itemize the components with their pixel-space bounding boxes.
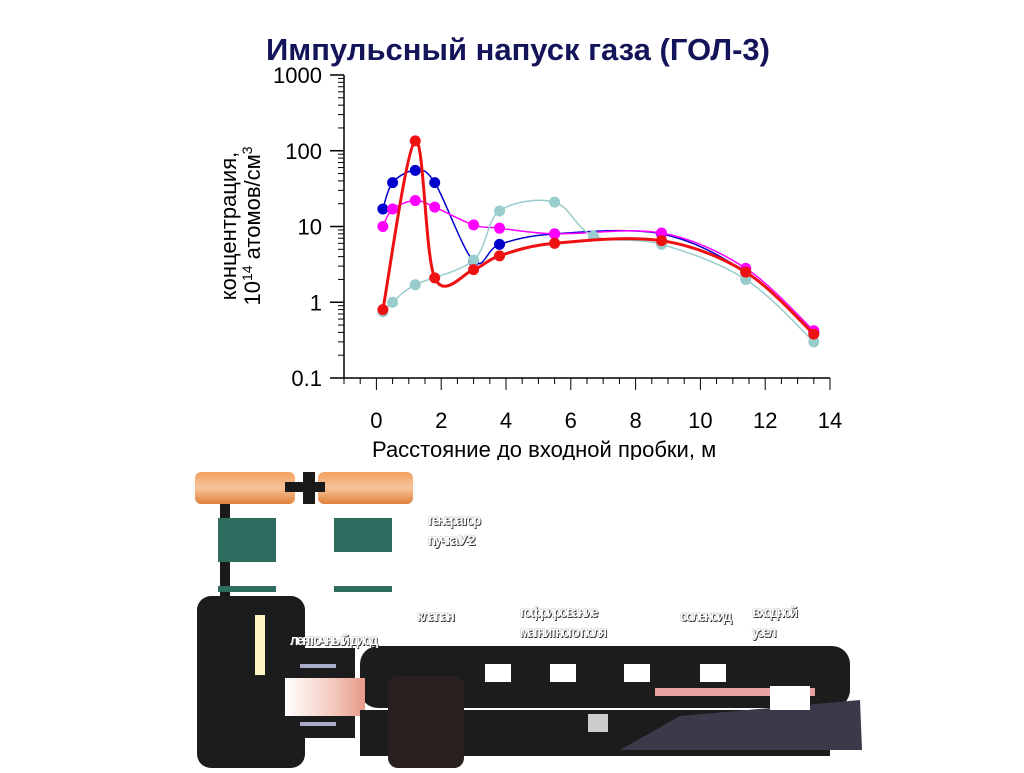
data-point (387, 177, 399, 189)
data-point (387, 296, 399, 308)
data-point (740, 266, 752, 278)
y-axis-label-exponent: 14 (239, 265, 255, 281)
installation-diagram: генератор пучка У-2 ленточный диод клапа… (0, 460, 1024, 768)
data-point (549, 196, 561, 208)
solenoid-label: соленоид (680, 608, 732, 625)
x-tick-label: 14 (818, 408, 842, 433)
svg-text:концентрация,: концентрация, (216, 152, 241, 300)
data-point (377, 203, 389, 215)
series-0 (377, 164, 820, 338)
generator-label-line1: генератор (428, 512, 481, 529)
data-point (377, 304, 389, 316)
data-point (494, 205, 506, 217)
data-point (409, 135, 421, 147)
data-point (656, 227, 668, 239)
y-tick-label: 10 (298, 215, 322, 240)
x-tick-label: 4 (500, 408, 512, 433)
series-line (382, 169, 815, 333)
data-point (468, 219, 480, 231)
data-point (429, 272, 441, 284)
x-tick-label: 6 (565, 408, 577, 433)
chart-series (377, 135, 820, 348)
diode-label: ленточный диод (290, 632, 378, 649)
valve-label: клапан (417, 608, 455, 625)
data-point (808, 328, 820, 340)
data-point (387, 203, 399, 215)
data-point (494, 238, 506, 250)
x-tick-label: 8 (629, 408, 641, 433)
y-tick-label: 100 (285, 139, 322, 164)
data-point (409, 164, 421, 176)
series-1 (377, 195, 820, 337)
data-point (409, 195, 421, 207)
data-point (468, 254, 480, 266)
y-axis-label: концентрация, 1014 атомов/см3 (216, 146, 265, 305)
corrugation-label-line1: гофрирование (520, 604, 598, 621)
data-point (494, 250, 506, 262)
data-point (549, 237, 561, 249)
y-tick-label: 1000 (273, 63, 322, 88)
data-point (468, 264, 480, 276)
vacuum-chamber (197, 596, 862, 768)
corrugation-label-line2: магнитного поля (520, 624, 607, 641)
y-axis-label-unit: атомов/см (240, 154, 265, 265)
generator-label-line2: пучка У-2 (428, 532, 476, 549)
input-node-label-line1: входной (752, 604, 798, 621)
series-2 (377, 196, 820, 348)
chart-axes (343, 75, 830, 379)
y-axis-label-unit-power: 3 (239, 146, 255, 154)
series-3 (377, 135, 820, 340)
page-title: Импульсный напуск газа (ГОЛ-3) (265, 32, 770, 67)
installation-schematic (195, 472, 862, 768)
y-axis-label-base: 10 (240, 281, 265, 305)
data-point (808, 336, 820, 348)
data-point (494, 222, 506, 234)
x-axis-label: Расстояние до входной пробки, м (372, 437, 716, 460)
y-tick-label: 0.1 (291, 366, 322, 391)
data-point (656, 235, 668, 247)
x-tick-label: 0 (370, 408, 382, 433)
chart-ticks: 0.1 1 10 100 1000 0 2 4 6 8 10 12 14 (273, 63, 842, 433)
beam-generator (195, 472, 413, 602)
data-point (429, 177, 441, 189)
series-line (382, 199, 815, 343)
y-tick-label: 1 (310, 290, 322, 315)
concentration-chart: 0.1 1 10 100 1000 0 2 4 6 8 10 12 14 Расстояние до в… (216, 63, 842, 460)
input-node-label-line2: узел (752, 624, 777, 641)
data-point (549, 228, 561, 240)
svg-text:1014 атомов/см3: 1014 атомов/см3 (239, 146, 265, 305)
data-point (429, 201, 441, 213)
data-point (409, 279, 421, 291)
x-tick-label: 12 (753, 408, 777, 433)
data-point (377, 221, 389, 232)
y-axis-label-line1: концентрация, (216, 152, 241, 300)
x-tick-label: 2 (435, 408, 447, 433)
x-tick-label: 10 (688, 408, 712, 433)
